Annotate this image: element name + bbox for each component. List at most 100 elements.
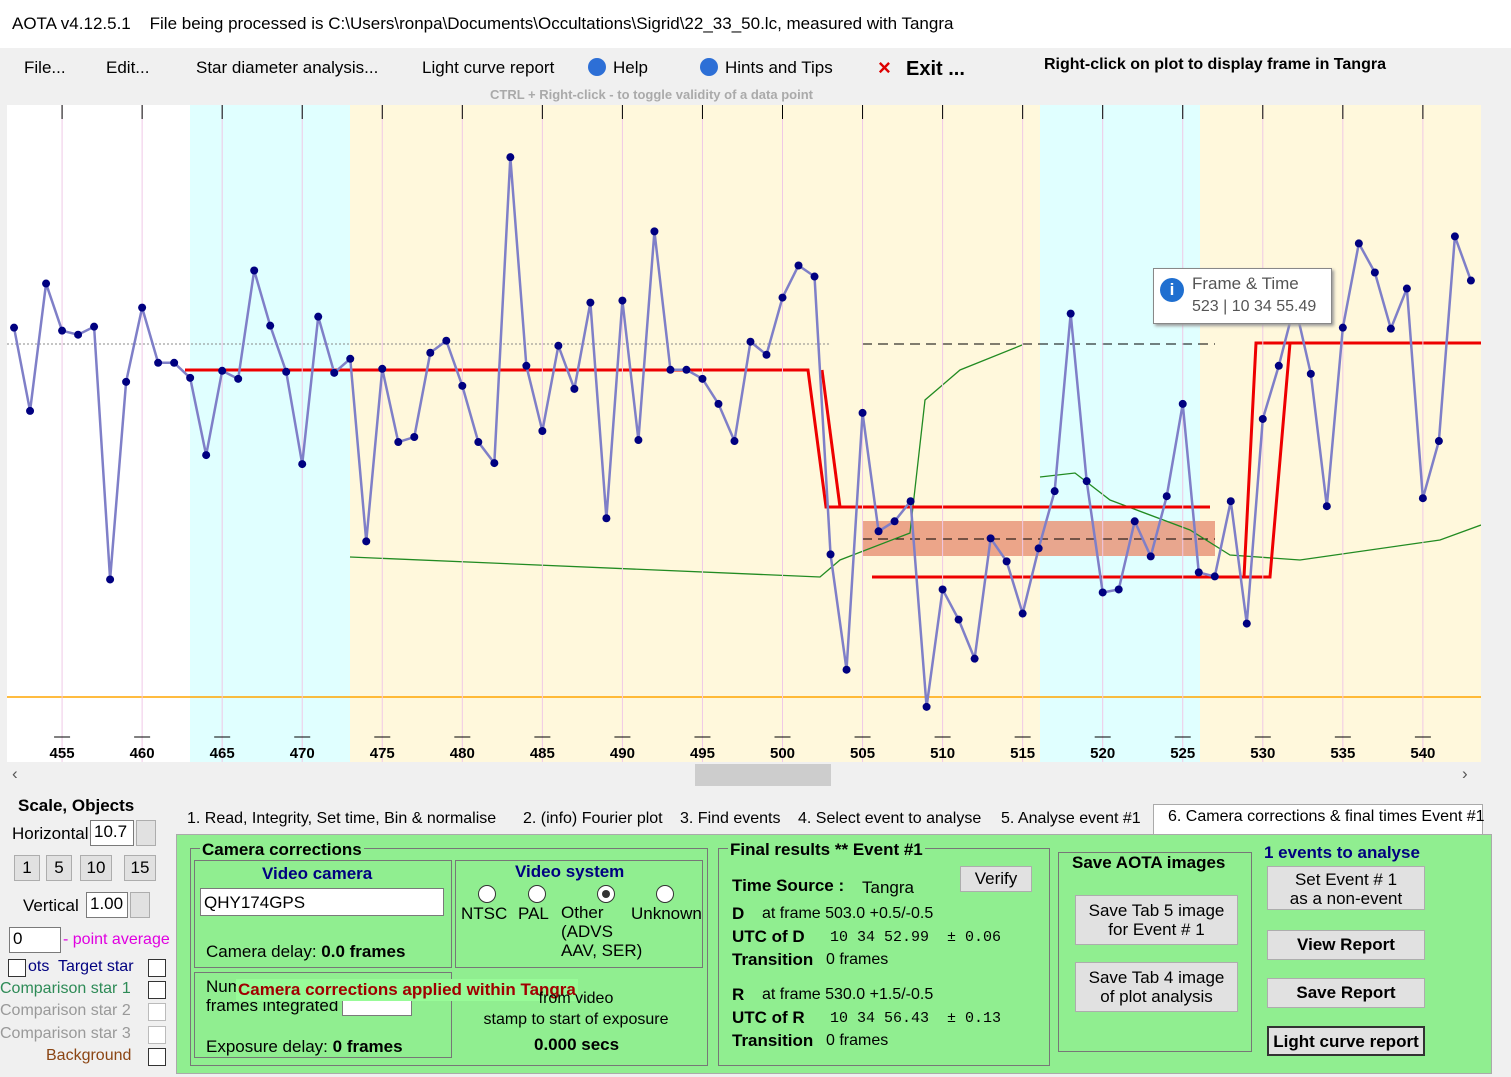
data-point: [538, 426, 547, 435]
info-icon: i: [1160, 278, 1184, 302]
x-tick-label: 460: [130, 745, 155, 762]
label: UTC of R: [732, 1008, 805, 1027]
x-tick-label: 535: [1330, 745, 1355, 762]
value: 0.0 frames: [321, 942, 406, 961]
group: [190, 848, 708, 1066]
plot[interactable]: 455 460 465 470 475 480 485 490 495 500 505 510 515 5…: [0, 105, 1481, 762]
menu-item[interactable]: Light curve report: [422, 58, 555, 77]
spinner[interactable]: [136, 820, 156, 846]
x-tick-label: 465: [210, 745, 235, 762]
tab[interactable]: 2. (info) Fourier plot: [523, 810, 663, 827]
checkbox[interactable]: [148, 981, 166, 999]
scroll-right[interactable]: ›: [1462, 764, 1468, 783]
radio[interactable]: [656, 885, 674, 903]
tooltip-text: 523 | 10 34 55.49: [1192, 298, 1317, 315]
checkbox[interactable]: [148, 1048, 166, 1066]
radio[interactable]: [597, 885, 615, 903]
tab[interactable]: 5. Analyse event #1: [1001, 810, 1141, 827]
button[interactable]: Save Tab 4 image of plot analysis: [1075, 962, 1238, 1012]
radio-label: Unknown: [631, 904, 702, 923]
data-point: [1146, 552, 1155, 561]
label: D: [732, 904, 745, 923]
tab-active[interactable]: [1153, 804, 1483, 835]
group: [194, 972, 452, 1058]
verify-button[interactable]: Verify: [960, 866, 1032, 892]
menu-item[interactable]: File...: [24, 58, 66, 77]
checkbox[interactable]: [148, 959, 166, 977]
data-point: [170, 358, 179, 367]
menu-item[interactable]: Exit ...: [906, 58, 965, 80]
scroll-left[interactable]: ‹: [12, 764, 18, 783]
input[interactable]: 10.7: [90, 820, 134, 846]
radio[interactable]: [478, 885, 496, 903]
scroll-thumb[interactable]: [695, 764, 831, 786]
data-point: [618, 296, 627, 305]
button[interactable]: Save Report: [1267, 978, 1425, 1008]
button[interactable]: View Report: [1267, 930, 1425, 960]
checkbox[interactable]: [148, 1003, 166, 1021]
title-bar: [0, 0, 1511, 48]
tooltip: [1153, 268, 1332, 324]
menu-item[interactable]: Help: [613, 58, 648, 77]
tab[interactable]: 1. Read, Integrity, Set time, Bin & norm…: [187, 810, 497, 827]
value: Tangra: [862, 878, 914, 897]
radio-label: NTSC: [461, 904, 508, 923]
tab[interactable]: 6. Camera corrections & final times Even…: [1168, 808, 1485, 825]
value: 0 frames: [826, 951, 889, 968]
group-title: Final results ** Event #1: [728, 840, 925, 860]
scale-button[interactable]: 5: [46, 855, 72, 881]
data-point: [26, 406, 35, 415]
data-point: [1050, 487, 1059, 496]
label: Transition: [732, 950, 814, 969]
menu-item[interactable]: Hints and Tips: [725, 58, 833, 77]
checkbox[interactable]: [148, 1026, 166, 1044]
menu-item[interactable]: Star diameter analysis...: [196, 58, 379, 77]
data-point: [1098, 588, 1107, 597]
data-point: [650, 227, 659, 236]
data-point: [474, 438, 483, 447]
input[interactable]: 1.00: [86, 892, 128, 918]
x-tick-label: 500: [770, 745, 795, 762]
checkbox[interactable]: [8, 959, 26, 977]
scale-button[interactable]: 10: [80, 855, 112, 881]
data-point: [778, 293, 787, 302]
scale-button[interactable]: 15: [124, 855, 156, 881]
data-point: [666, 365, 675, 374]
data-point: [74, 330, 83, 339]
dropdown[interactable]: QHY174GPS: [200, 888, 444, 916]
x-tick-label: 480: [450, 745, 475, 762]
label: Horizontal: [12, 824, 89, 843]
data-point: [298, 460, 307, 469]
data-point: [922, 702, 931, 711]
spinner[interactable]: [130, 892, 150, 918]
data-point: [506, 153, 515, 162]
tooltip-title: Frame & Time: [1192, 274, 1299, 293]
data-point: [330, 368, 339, 377]
button[interactable]: Set Event # 1 as a non-event: [1267, 866, 1425, 910]
data-point: [1306, 369, 1315, 378]
dropdown[interactable]: 0: [9, 927, 61, 953]
value: 0.000 secs: [534, 1035, 620, 1054]
label: Video system: [515, 862, 625, 881]
data-point: [1242, 619, 1251, 628]
tab[interactable]: 4. Select event to analyse: [798, 810, 982, 827]
radio[interactable]: [528, 885, 546, 903]
events-title: 1 events to analyse: [1264, 843, 1420, 862]
data-point: [490, 459, 499, 468]
scale-button[interactable]: 1: [14, 855, 40, 881]
data-point: [1386, 324, 1395, 333]
tab[interactable]: 3. Find events: [680, 810, 781, 827]
value: 0 frames: [826, 1032, 889, 1049]
data-point: [858, 408, 867, 417]
data-point: [1162, 492, 1171, 501]
data-point: [122, 377, 131, 386]
data-point: [1258, 414, 1267, 423]
menu-item[interactable]: Edit...: [106, 58, 150, 77]
data-point: [426, 348, 435, 357]
label: Video camera: [262, 864, 373, 883]
d-fit: [185, 368, 1210, 509]
radio-label: PAL: [518, 904, 549, 923]
button[interactable]: Save Tab 5 image for Event # 1: [1075, 895, 1238, 945]
button[interactable]: Light curve report: [1267, 1026, 1425, 1056]
